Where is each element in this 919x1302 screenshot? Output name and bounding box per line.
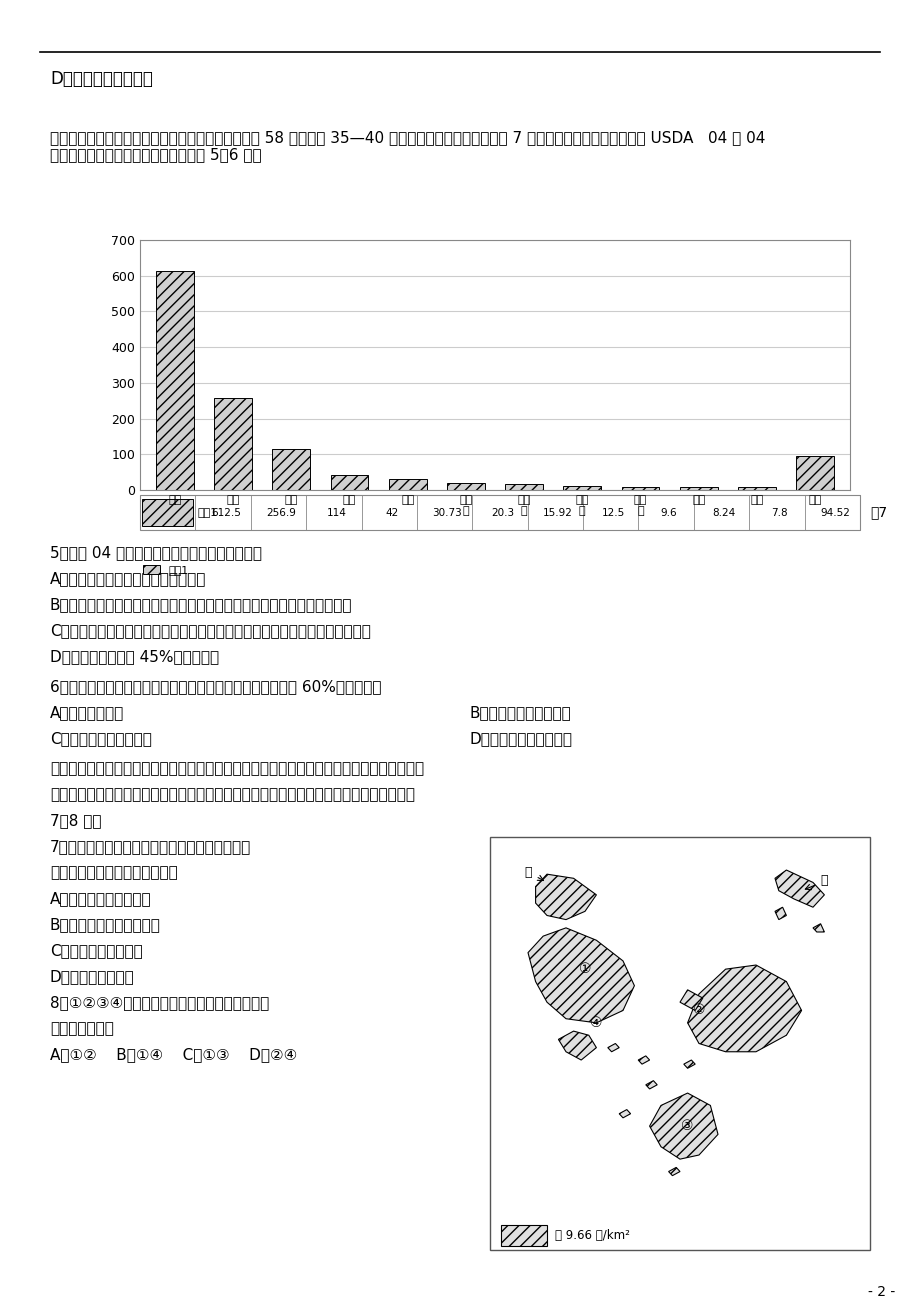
Text: 图7: 图7: [869, 505, 886, 519]
Bar: [795, 456, 834, 490]
Polygon shape: [686, 965, 800, 1052]
Text: 15.92: 15.92: [542, 508, 573, 517]
Polygon shape: [528, 928, 634, 1023]
Text: 仅画出人类密集的地区，人类密集区称为人类大陆。下图是人类大陆图的局部图，读图回答: 仅画出人类密集的地区，人类密集区称为人类大陆。下图是人类大陆图的局部图，读图回答: [50, 786, 414, 802]
Text: 甲: 甲: [524, 866, 531, 879]
Legend: 系列1: 系列1: [138, 560, 193, 579]
Text: D．圣诞节的玩具礼物: D．圣诞节的玩具礼物: [50, 70, 153, 89]
Bar: [214, 398, 252, 490]
Text: 6．近年来，美国玉米生产发展很快，美国玉米的增产总值的 60%可能来源于: 6．近年来，美国玉米生产发展很快，美国玉米的增产总值的 60%可能来源于: [50, 680, 381, 694]
Polygon shape: [668, 1168, 679, 1176]
Text: 612.5: 612.5: [210, 508, 241, 517]
Polygon shape: [774, 907, 786, 919]
Text: ①: ①: [578, 962, 591, 976]
Text: 7、图中甲、乙两地呈带状分布，下列关于两地造: 7、图中甲、乙两地呈带状分布，下列关于两地造: [50, 838, 251, 854]
Bar: [679, 487, 717, 490]
Bar: [447, 483, 484, 490]
Polygon shape: [679, 990, 702, 1010]
Bar: [140, 495, 859, 530]
Text: B．南半球玉米分布的最高维度低于北半球的原因是南半球同纬度热量不足: B．南半球玉米分布的最高维度低于北半球的原因是南半球同纬度热量不足: [50, 598, 352, 612]
Text: （原创）玉米是世界上分布最广的作物之一，从北纬 58 度到南纬 35—40 度的地区均有大量栽培。下图 7 是世界各国玉米产量表（来自 USDA   04 年 : （原创）玉米是世界上分布最广的作物之一，从北纬 58 度到南纬 35—40 度的…: [50, 130, 765, 163]
Text: 8、①②③④四地在图中都不位于人类大陆地区，: 8、①②③④四地在图中都不位于人类大陆地区，: [50, 995, 269, 1010]
Text: D．世界玉米大约有 45%产自北美洲: D．世界玉米大约有 45%产自北美洲: [50, 648, 219, 664]
Bar: [272, 449, 310, 490]
Bar: [501, 1225, 547, 1246]
Polygon shape: [774, 870, 823, 907]
Text: 94.52: 94.52: [819, 508, 849, 517]
Text: 42: 42: [385, 508, 398, 517]
Text: A．甲处沿一条河谷分布: A．甲处沿一条河谷分布: [50, 891, 152, 906]
Bar: [737, 487, 775, 490]
Text: ④: ④: [589, 1016, 602, 1030]
Bar: [562, 486, 600, 490]
Text: 其原因相同的是: 其原因相同的是: [50, 1021, 114, 1036]
Polygon shape: [683, 1060, 695, 1068]
Text: A．新开发的土地: A．新开发的土地: [50, 704, 124, 720]
Text: 8.24: 8.24: [712, 508, 735, 517]
Text: D．投入更多的机器设备: D．投入更多的机器设备: [470, 730, 573, 746]
Text: 30.73: 30.73: [432, 508, 461, 517]
Text: 乙: 乙: [820, 874, 827, 887]
Bar: [621, 487, 659, 490]
Text: - 2 -: - 2 -: [867, 1285, 894, 1299]
Text: A．拉丁美洲的玉米产量不足六千万吨: A．拉丁美洲的玉米产量不足六千万吨: [50, 572, 206, 586]
Text: 9.6: 9.6: [660, 508, 676, 517]
Bar: [505, 484, 542, 490]
Text: C．加拿大的玉米主要分布在纬度较低的地区，世界的玉米主要分布在低纬地区: C．加拿大的玉米主要分布在纬度较低的地区，世界的玉米主要分布在低纬地区: [50, 622, 370, 638]
Polygon shape: [638, 1056, 649, 1064]
Text: 》 9.66 人/km²: 》 9.66 人/km²: [554, 1229, 629, 1242]
Text: 成带状分布的原因叙述正确的是: 成带状分布的原因叙述正确的是: [50, 865, 177, 880]
Polygon shape: [812, 923, 823, 932]
Text: B．大量使用化肥和农药: B．大量使用化肥和农药: [470, 704, 571, 720]
Text: 7～8 题：: 7～8 题：: [50, 812, 101, 828]
Bar: [142, 499, 193, 526]
Bar: [490, 837, 869, 1250]
Polygon shape: [535, 874, 596, 919]
Polygon shape: [607, 1043, 618, 1052]
Polygon shape: [649, 1094, 717, 1159]
Text: 系列1: 系列1: [198, 508, 218, 517]
Text: 12.5: 12.5: [601, 508, 625, 517]
Polygon shape: [558, 1031, 596, 1060]
Text: B．甲处沿带状降水量分布: B．甲处沿带状降水量分布: [50, 917, 161, 932]
Polygon shape: [645, 1081, 656, 1088]
Bar: [330, 475, 368, 490]
Text: A．①②    B．①④    C．①③    D．②④: A．①② B．①④ C．①③ D．②④: [50, 1047, 297, 1062]
Text: 256.9: 256.9: [266, 508, 296, 517]
Text: C．乙处沿铁路线分布: C．乙处沿铁路线分布: [50, 943, 142, 958]
Polygon shape: [618, 1109, 630, 1118]
Text: 7.8: 7.8: [770, 508, 788, 517]
Text: ③: ③: [681, 1120, 693, 1133]
Text: C．遗传改进，品种更新: C．遗传改进，品种更新: [50, 730, 152, 746]
Text: （原创）著名学者帮奇等曾用人类大陆图揭示世界人口分布问题，在地图上取消陆地和海洋，: （原创）著名学者帮奇等曾用人类大陆图揭示世界人口分布问题，在地图上取消陆地和海洋…: [50, 760, 424, 776]
Text: D．乙处受山脉限制: D．乙处受山脉限制: [50, 969, 134, 984]
Bar: [156, 271, 194, 490]
Text: 20.3: 20.3: [491, 508, 514, 517]
Text: ②: ②: [692, 1004, 705, 1017]
Bar: [389, 479, 426, 490]
Text: 5．关于 04 年世界玉米产量和分布叙述正确的是: 5．关于 04 年世界玉米产量和分布叙述正确的是: [50, 546, 262, 560]
Text: 114: 114: [326, 508, 346, 517]
